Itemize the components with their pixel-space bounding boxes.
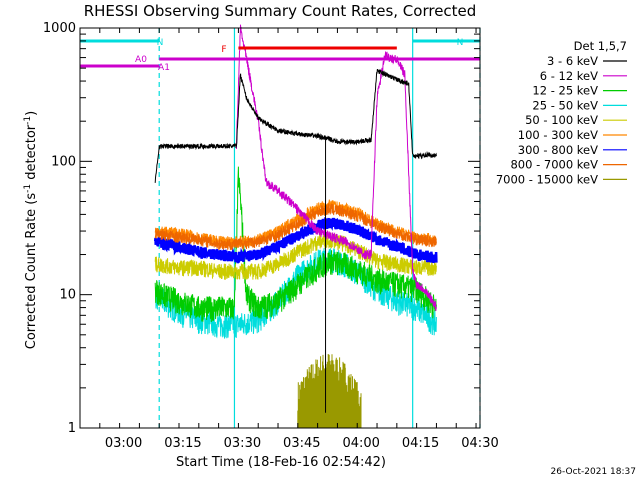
- y-axis-label-sup1: -1: [23, 184, 33, 193]
- legend-label: 3 - 6 keV: [547, 54, 598, 68]
- x-axis: 03:00 03:15 03:30 03:45 04:00 04:15 04:30: [99, 28, 499, 451]
- y-axis-label-end: ): [24, 111, 39, 116]
- series-line: [153, 217, 438, 264]
- legend-label: 12 - 25 keV: [532, 84, 598, 98]
- x-tick-label: 03:15: [164, 436, 201, 451]
- y-tick-label: 100: [51, 154, 76, 169]
- series-line: [297, 354, 362, 428]
- x-tick-label: 04:30: [461, 436, 498, 451]
- y-axis-label-start: Corrected Count Rate (s: [24, 193, 39, 350]
- series-line: [154, 232, 437, 280]
- x-tick-label: 03:30: [224, 436, 261, 451]
- annotation-label: A0: [135, 55, 147, 65]
- legend-label: 100 - 300 keV: [518, 128, 598, 142]
- chart-title: RHESSI Observing Summary Count Rates, Co…: [84, 2, 477, 20]
- x-tick-label: 04:00: [342, 436, 379, 451]
- x-axis-label: Start Time (18-Feb-16 02:54:42): [176, 455, 386, 470]
- series-line: [154, 166, 437, 323]
- series-line: [154, 69, 437, 183]
- legend-label: 25 - 50 keV: [532, 98, 598, 112]
- annotation-label: N: [457, 38, 464, 48]
- plot-area: N N F A0 A1: [80, 24, 481, 428]
- legend-label: 7000 - 15000 keV: [496, 172, 598, 186]
- annotation-label: N: [157, 38, 164, 48]
- y-axis-label-sup2: -1: [23, 116, 33, 125]
- y-tick-label: 1000: [43, 21, 76, 36]
- y-axis-label-mid: detector: [24, 124, 39, 184]
- y-tick-label: 1: [68, 421, 76, 436]
- y-axis-label: Corrected Count Rate (s-1 detector-1): [23, 111, 39, 349]
- y-tick-label: 10: [59, 288, 76, 303]
- legend-title: Det 1,5,7: [574, 39, 627, 53]
- x-tick-label: 04:15: [402, 436, 439, 451]
- x-tick-label: 03:45: [283, 436, 320, 451]
- legend-label: 50 - 100 keV: [525, 113, 598, 127]
- legend-label: 300 - 800 keV: [518, 143, 598, 157]
- annotation-label: F: [221, 45, 226, 55]
- x-tick-label: 03:00: [105, 436, 142, 451]
- y-axis: 1 10 100 1000: [43, 21, 480, 436]
- annotation-label: A1: [158, 63, 170, 73]
- footer-date: 26-Oct-2021 18:37: [551, 467, 636, 477]
- plot-frame: [79, 27, 481, 429]
- legend-label: 800 - 7000 keV: [510, 158, 598, 172]
- series-line: [154, 202, 437, 251]
- legend-label: 6 - 12 keV: [540, 69, 598, 83]
- series-line: [235, 24, 437, 312]
